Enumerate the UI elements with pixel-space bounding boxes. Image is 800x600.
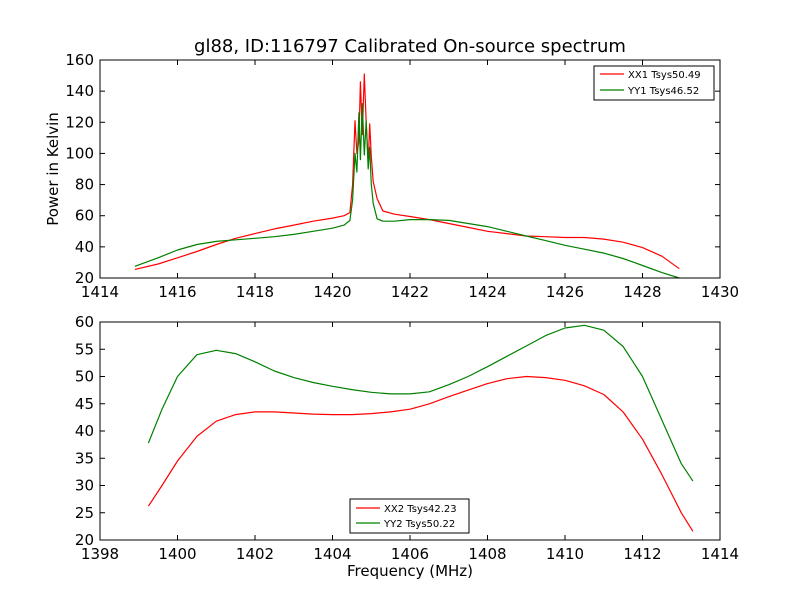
top-chart-ticks: 1414 1416 1418 1420 1422 1424 1426 1428 1430 20 40… xyxy=(65,51,739,301)
top-chart-legend-label-yy1: YY1 Tsys46.52 xyxy=(627,86,699,97)
bottom-chart-y-tick-label: 30 xyxy=(75,477,94,495)
top-chart-x-tick-label: 1422 xyxy=(391,283,429,301)
bottom-chart-x-axis-label: Frequency (MHz) xyxy=(347,562,473,580)
bottom-chart-x-tick-label: 1410 xyxy=(546,545,584,563)
top-chart-y-tick-label: 160 xyxy=(65,51,94,69)
top-chart-x-tick-label: 1428 xyxy=(623,283,661,301)
top-chart-x-tick-label: 1420 xyxy=(313,283,351,301)
bottom-chart-x-tick-label: 1412 xyxy=(623,545,661,563)
bottom-chart-y-tick-label: 55 xyxy=(75,340,94,358)
top-chart-y-tick-label: 120 xyxy=(65,113,94,131)
top-chart-title: gl88, ID:116797 Calibrated On-source spe… xyxy=(194,36,626,57)
bottom-chart: Frequency (MHz) 1398 1400 1402 1404 1406 1408… xyxy=(75,313,739,580)
top-chart-y-tick-label: 60 xyxy=(75,207,94,225)
top-chart-y-tick-label: 140 xyxy=(65,82,94,100)
top-chart-legend-label-xx1: XX1 Tsys50.49 xyxy=(628,70,701,81)
top-chart-legend: XX1 Tsys50.49 YY1 Tsys46.52 xyxy=(593,65,715,101)
top-chart-y-axis-label: Power in Kelvin xyxy=(44,112,62,226)
top-chart-legend-box xyxy=(593,65,715,101)
top-chart-y-tick-label: 100 xyxy=(65,144,94,162)
bottom-chart-legend-box xyxy=(349,498,470,534)
top-chart-series-line-2 xyxy=(134,103,680,279)
bottom-chart-y-tick-label: 40 xyxy=(75,422,94,440)
bottom-chart-x-tick-label: 1404 xyxy=(313,545,351,563)
top-chart: gl88, ID:116797 Calibrated On-source spe… xyxy=(44,36,739,301)
bottom-chart-series-line-1 xyxy=(147,375,694,532)
top-chart-x-tick-label: 1418 xyxy=(236,283,274,301)
bottom-chart-y-tick-label: 25 xyxy=(75,504,94,522)
bottom-chart-x-tick-label: 1402 xyxy=(236,545,274,563)
top-chart-series xyxy=(134,73,680,279)
bottom-chart-x-tick-label: 1398 xyxy=(81,545,119,563)
bottom-chart-x-tick-label: 1408 xyxy=(468,545,506,563)
bottom-chart-y-tick-label: 35 xyxy=(75,449,94,467)
bottom-chart-y-tick-label: 20 xyxy=(75,531,94,549)
bottom-chart-legend-label-xx2: XX2 Tsys42.23 xyxy=(384,504,457,515)
bottom-chart-series-line-2 xyxy=(147,324,694,482)
bottom-chart-y-tick-label: 50 xyxy=(75,368,94,386)
bottom-chart-y-tick-label: 45 xyxy=(75,395,94,413)
top-chart-x-tick-label: 1424 xyxy=(468,283,506,301)
bottom-chart-legend: XX2 Tsys42.23 YY2 Tsys50.22 xyxy=(349,498,470,534)
bottom-chart-ticks: 1398 1400 1402 1404 1406 1408 1410 1412 1414 20 25… xyxy=(75,313,739,563)
top-chart-y-tick-label: 80 xyxy=(75,176,94,194)
top-chart-y-tick-label: 40 xyxy=(75,238,94,256)
top-chart-x-tick-label: 1416 xyxy=(158,283,196,301)
bottom-chart-series xyxy=(147,324,694,532)
bottom-chart-x-tick-label: 1400 xyxy=(158,545,196,563)
bottom-chart-y-tick-label: 60 xyxy=(75,313,94,331)
bottom-chart-x-tick-label: 1414 xyxy=(701,545,739,563)
top-chart-x-tick-label: 1414 xyxy=(81,283,119,301)
top-chart-x-tick-label: 1426 xyxy=(546,283,584,301)
bottom-chart-x-tick-label: 1406 xyxy=(391,545,429,563)
bottom-chart-legend-label-yy2: YY2 Tsys50.22 xyxy=(383,519,455,530)
top-chart-y-tick-label: 20 xyxy=(75,269,94,287)
top-chart-x-tick-label: 1430 xyxy=(701,283,739,301)
